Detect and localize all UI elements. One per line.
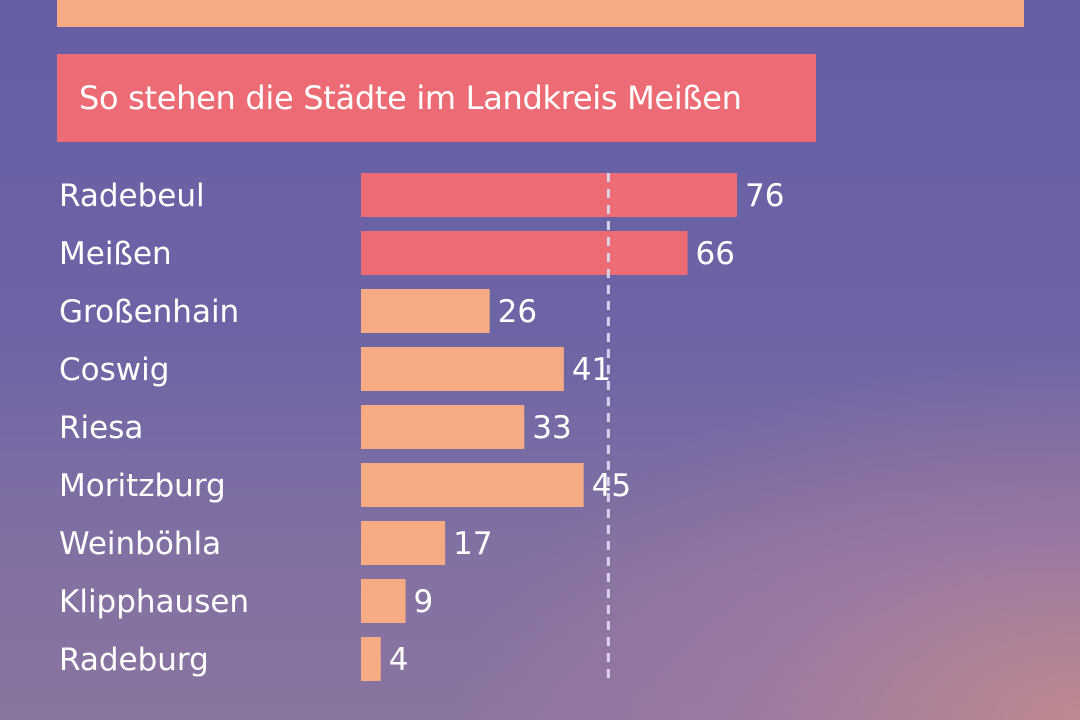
- chart-title: So stehen die Städte im Landkreis Meißen: [79, 79, 742, 117]
- category-label-7: Klipphausen: [59, 584, 249, 620]
- value-label-7: 9: [414, 584, 434, 620]
- value-label-8: 4: [389, 642, 409, 678]
- top-banner: [57, 0, 1024, 27]
- category-label-6: Weinböhla: [59, 526, 221, 562]
- category-label-0: Radebeul: [59, 178, 205, 214]
- value-label-6: 17: [453, 526, 492, 562]
- category-label-5: Moritzburg: [59, 468, 226, 504]
- bar-8: [361, 637, 381, 681]
- category-label-8: Radeburg: [59, 642, 209, 678]
- chart-title-box: So stehen die Städte im Landkreis Meißen: [57, 54, 816, 142]
- bar-1: [361, 231, 688, 275]
- bar-0: [361, 173, 737, 217]
- value-label-5: 45: [592, 468, 631, 504]
- category-label-4: Riesa: [59, 410, 143, 446]
- bar-3: [361, 347, 564, 391]
- value-label-1: 66: [696, 236, 735, 272]
- value-label-2: 26: [498, 294, 537, 330]
- category-label-1: Meißen: [59, 236, 172, 272]
- bar-5: [361, 463, 584, 507]
- value-label-4: 33: [532, 410, 571, 446]
- category-label-3: Coswig: [59, 352, 169, 388]
- bar-7: [361, 579, 406, 623]
- category-label-2: Großenhain: [59, 294, 239, 330]
- bar-4: [361, 405, 525, 449]
- value-label-3: 41: [572, 352, 611, 388]
- value-label-0: 76: [745, 178, 784, 214]
- bar-2: [361, 289, 490, 333]
- bar-6: [361, 521, 446, 565]
